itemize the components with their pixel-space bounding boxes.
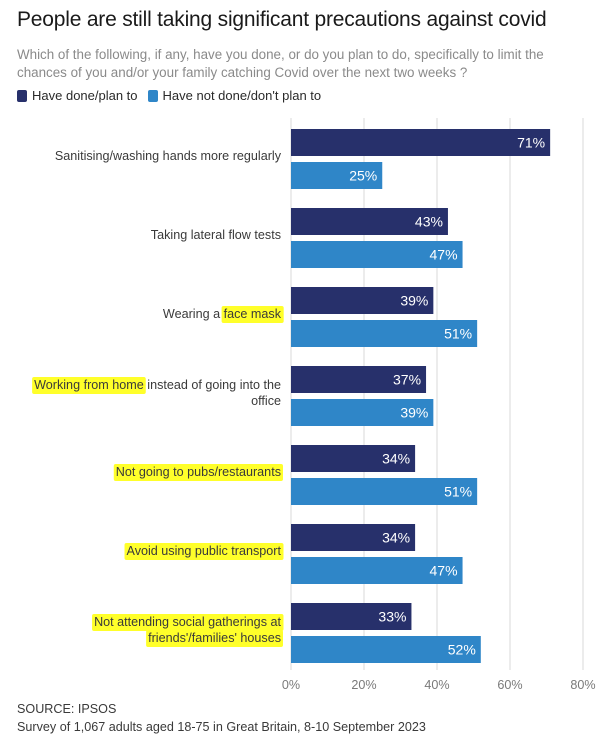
bar-not-done (291, 636, 481, 663)
bar-done (291, 524, 416, 551)
data-label: 52% (448, 642, 476, 658)
data-label: 51% (444, 326, 472, 342)
legend-label-done: Have done/plan to (32, 88, 138, 103)
category-text: Taking lateral flow tests (151, 228, 281, 242)
x-tick-label: 40% (424, 678, 449, 692)
data-label: 47% (430, 247, 458, 263)
legend-label-not-done: Have not done/don't plan to (162, 88, 322, 103)
data-label: 25% (349, 168, 377, 184)
bar-not-done (291, 320, 478, 347)
highlighted-text: face mask (224, 307, 282, 321)
source-line: SOURCE: IPSOS (17, 702, 117, 716)
data-label: 71% (517, 135, 545, 151)
category-label: friends'/families' houses (148, 631, 281, 645)
x-tick-label: 80% (570, 678, 595, 692)
data-label: 33% (378, 609, 406, 625)
survey-line: Survey of 1,067 adults aged 18-75 in Gre… (17, 720, 426, 734)
category-label: Not going to pubs/restaurants (116, 465, 281, 479)
bar-done (291, 129, 551, 156)
highlight-marker (92, 614, 284, 631)
highlight-marker (221, 306, 284, 323)
highlighted-text: Working from home (34, 378, 144, 392)
data-label: 47% (430, 563, 458, 579)
data-label: 34% (382, 451, 410, 467)
highlight-marker (146, 630, 283, 647)
legend-swatch-not-done (147, 89, 158, 102)
legend-swatch-done (17, 89, 27, 102)
category-label: Avoid using public transport (127, 544, 282, 558)
bar-not-done (291, 241, 463, 268)
highlighted-text: Avoid using public transport (127, 544, 282, 558)
bar-done (291, 366, 427, 393)
bar-done (291, 287, 434, 314)
bar-not-done (291, 478, 478, 505)
x-tick-label: 20% (351, 678, 376, 692)
bar-not-done (291, 162, 383, 189)
highlighted-text: Not going to pubs/restaurants (116, 465, 281, 479)
source-note: SOURCE: IPSOS Survey of 1,067 adults age… (17, 700, 426, 736)
bar-done (291, 445, 416, 472)
bar-not-done (291, 557, 463, 584)
data-label: 34% (382, 530, 410, 546)
category-text: office (251, 394, 281, 408)
highlighted-text: friends'/families' houses (148, 631, 281, 645)
x-tick-label: 60% (497, 678, 522, 692)
highlight-marker (124, 543, 284, 560)
category-label: Not attending social gatherings at (94, 615, 281, 629)
legend: Have done/plan to Have not done/don't pl… (17, 88, 331, 103)
data-label: 39% (400, 405, 428, 421)
highlight-marker (32, 377, 146, 394)
category-label: Sanitising/washing hands more regularly (55, 149, 282, 163)
category-label: Taking lateral flow tests (151, 228, 281, 242)
x-tick-label: 0% (282, 678, 300, 692)
category-text: instead of going into the (144, 378, 281, 392)
category-text: Wearing a (163, 307, 224, 321)
bar-done (291, 208, 448, 235)
data-label: 39% (400, 293, 428, 309)
highlight-marker (113, 464, 283, 481)
bar-not-done (291, 399, 434, 426)
chart-subtitle: Which of the following, if any, have you… (17, 47, 544, 80)
data-label: 51% (444, 484, 472, 500)
category-label: Wearing a face mask (163, 307, 282, 321)
chart-title: People are still taking significant prec… (17, 8, 547, 31)
category-text: Sanitising/washing hands more regularly (55, 149, 282, 163)
category-label: office (251, 394, 281, 408)
legend-item-done: Have done/plan to (17, 88, 138, 103)
legend-item-not-done: Have not done/don't plan to (147, 88, 322, 103)
category-label: Working from home instead of going into … (34, 378, 281, 392)
bar-done (291, 603, 412, 630)
highlighted-text: Not attending social gatherings at (94, 615, 281, 629)
data-label: 37% (393, 372, 421, 388)
data-label: 43% (415, 214, 443, 230)
